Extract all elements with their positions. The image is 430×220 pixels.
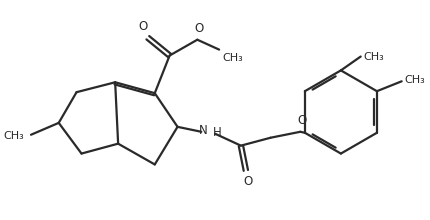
Text: CH₃: CH₃ bbox=[222, 53, 243, 62]
Text: O: O bbox=[195, 22, 204, 35]
Text: CH₃: CH₃ bbox=[364, 51, 384, 62]
Text: CH₃: CH₃ bbox=[3, 131, 24, 141]
Text: CH₃: CH₃ bbox=[405, 75, 425, 85]
Text: N: N bbox=[199, 124, 208, 137]
Text: O: O bbox=[298, 114, 307, 127]
Text: O: O bbox=[138, 20, 147, 33]
Text: O: O bbox=[243, 175, 252, 188]
Text: H: H bbox=[213, 126, 222, 139]
